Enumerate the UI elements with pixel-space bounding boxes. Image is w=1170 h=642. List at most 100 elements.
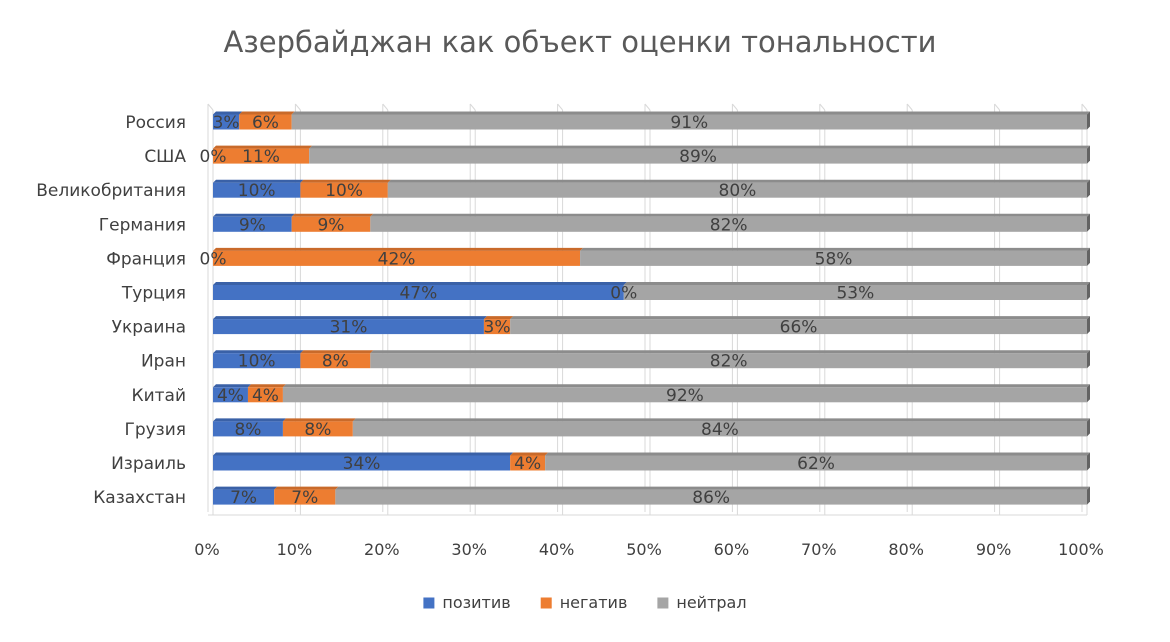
x-tick-label: 10% — [277, 540, 313, 559]
legend-label: негатив — [560, 593, 628, 612]
gridline — [295, 103, 301, 111]
x-tick-label: 20% — [364, 540, 400, 559]
data-label: 82% — [710, 215, 748, 235]
bar-top-face — [213, 418, 286, 422]
bar-top-face — [291, 213, 374, 217]
category-label: Украина — [112, 318, 186, 338]
bar-segment — [483, 319, 511, 335]
data-label: 10% — [238, 352, 276, 372]
bar-segment — [213, 148, 310, 164]
data-label: 8% — [322, 352, 349, 372]
data-label: 8% — [234, 420, 261, 440]
data-label: 8% — [304, 420, 331, 440]
x-tick-label: 0% — [194, 540, 219, 559]
data-label: 31% — [330, 318, 368, 338]
data-label: 4% — [217, 386, 244, 406]
x-tick-label: 30% — [451, 540, 487, 559]
x-tick-label: 60% — [714, 540, 750, 559]
data-label: 6% — [252, 113, 279, 133]
data-label: 89% — [679, 147, 717, 167]
bar-top-face — [282, 384, 1090, 388]
legend-swatch — [540, 597, 552, 609]
data-label: 53% — [836, 284, 874, 304]
category-label: Турция — [121, 284, 186, 304]
data-label: 62% — [797, 454, 835, 474]
bar-segment — [510, 455, 546, 471]
bar-top-face — [300, 350, 374, 354]
bar-top-face — [300, 179, 391, 183]
bar-top-face — [291, 111, 1090, 115]
bar-side-face — [1087, 350, 1090, 369]
bar-segment — [213, 319, 484, 335]
gridline — [644, 103, 651, 111]
bar-segment — [213, 489, 275, 505]
bar-top-face — [580, 247, 1090, 251]
bar-top-face — [213, 350, 304, 354]
bar-segment — [213, 387, 248, 403]
bar-segment — [387, 182, 1087, 198]
gridline — [469, 103, 476, 111]
bar-segment — [213, 250, 581, 266]
legend: позитив негатив нейтрал — [423, 593, 747, 612]
bar-segment — [370, 216, 1087, 232]
bar-top-face — [483, 316, 514, 320]
data-label: 0% — [200, 147, 227, 167]
bar-segment — [545, 455, 1087, 471]
data-label: 42% — [378, 249, 416, 269]
category-label: США — [144, 147, 186, 167]
category-label: Иран — [141, 352, 186, 372]
data-label: 80% — [719, 181, 757, 201]
data-label: 10% — [325, 181, 363, 201]
bar-top-face — [387, 179, 1090, 183]
bar-segment — [291, 216, 371, 232]
bar-segment — [335, 489, 1087, 505]
bar-top-face — [370, 213, 1090, 217]
data-label: 3% — [484, 318, 511, 338]
bar-top-face — [247, 384, 286, 388]
bar-top-face — [282, 418, 356, 422]
data-label: 10% — [238, 181, 276, 201]
data-label: 7% — [291, 488, 318, 508]
data-label: 82% — [710, 352, 748, 372]
bar-top-face — [239, 111, 295, 115]
bar-top-face — [274, 486, 339, 490]
category-label: Китай — [132, 386, 187, 406]
data-label: 86% — [692, 488, 730, 508]
bar-segment — [213, 285, 624, 300]
legend-label: нейтрал — [676, 593, 746, 612]
bar-top-face — [213, 384, 251, 388]
data-label: 91% — [670, 113, 708, 133]
bar-top-face — [309, 145, 1090, 149]
gridline — [994, 103, 1000, 111]
bar-top-face — [545, 452, 1090, 456]
data-label: 11% — [242, 147, 280, 167]
x-tick-label: 80% — [888, 540, 924, 559]
bar-segment — [291, 114, 1087, 130]
data-label: 3% — [213, 113, 240, 133]
x-tick-label: 100% — [1058, 540, 1104, 559]
gridline — [732, 103, 738, 111]
gridline — [382, 103, 389, 111]
bar-segment — [282, 421, 353, 437]
bar-segment — [239, 114, 292, 130]
bar-segment — [370, 353, 1087, 369]
category-label: Франция — [106, 249, 186, 269]
category-label: Великобритания — [36, 181, 186, 201]
bar-segment — [213, 216, 292, 232]
bar-side-face — [1087, 418, 1090, 437]
legend-swatch — [657, 597, 669, 609]
bar-segment — [213, 421, 283, 437]
bar-side-face — [1087, 247, 1090, 266]
bar-top-face — [213, 282, 627, 285]
chart-title: Азербайджан как объект оценки тональност… — [224, 25, 937, 59]
legend-swatch — [423, 597, 435, 609]
bar-top-face — [213, 145, 313, 149]
category-label: Грузия — [124, 420, 186, 440]
gridline — [557, 103, 563, 111]
bar-side-face — [1087, 111, 1090, 130]
data-label: 9% — [239, 215, 266, 235]
bar-segment — [213, 182, 301, 198]
data-label: 7% — [230, 488, 257, 508]
bar-segment — [352, 421, 1088, 437]
